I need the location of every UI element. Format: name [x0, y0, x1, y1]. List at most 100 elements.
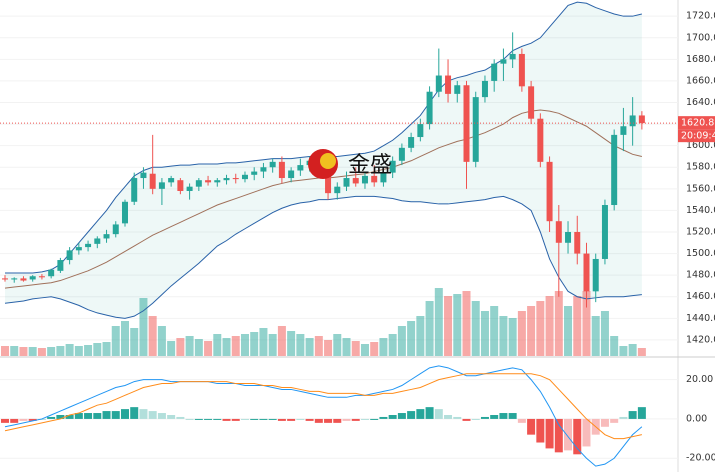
volume-bar [517, 311, 526, 356]
volume-bar [222, 338, 231, 356]
volume-bar [600, 311, 609, 356]
candle-body [66, 250, 73, 261]
volume-bar [342, 338, 351, 356]
candle-body [232, 178, 239, 180]
macd-hist [305, 418, 314, 421]
macd-hist [490, 415, 499, 419]
logo-inner [320, 153, 336, 169]
candle-body [565, 231, 572, 243]
volume-bar [619, 346, 628, 356]
volume-bar [490, 306, 499, 356]
macd-hist [314, 418, 323, 423]
macd-hist [222, 418, 231, 421]
y-tick-label: 1680.00 [686, 54, 715, 65]
volume-bar [628, 344, 637, 356]
candle-body [334, 186, 341, 194]
volume-bar [610, 336, 619, 356]
volume-bar [167, 341, 176, 356]
volume-bar [314, 336, 323, 356]
candle-body [518, 53, 525, 87]
volume-bar [637, 348, 646, 356]
macd-hist [111, 411, 120, 419]
candle-body [380, 172, 387, 183]
volume-bar [111, 326, 120, 356]
time-label: 20:09:49 [681, 131, 715, 142]
volume-bar [93, 343, 102, 356]
macd-hist [462, 418, 471, 421]
volume-bar [536, 301, 545, 356]
volume-bar [37, 348, 46, 356]
macd-hist [1, 418, 9, 423]
candle-body [500, 59, 507, 64]
macd-hist [351, 418, 360, 421]
volume-bar [324, 340, 333, 356]
volume-bar [582, 291, 591, 356]
candle-body [528, 86, 535, 119]
candle-body [638, 115, 645, 124]
candle-body [611, 134, 618, 206]
candle-body [398, 147, 405, 161]
candle-body [186, 186, 193, 191]
y-tick-label: 1660.00 [686, 75, 715, 86]
macd-hist [10, 418, 19, 423]
candle-body [112, 224, 119, 235]
macd-hist [277, 418, 286, 421]
candle-body [361, 175, 368, 184]
macd-hist [120, 409, 129, 419]
candle-body [288, 170, 295, 179]
candle-body [509, 53, 516, 60]
macd-hist [600, 418, 609, 427]
volume-bar [444, 296, 453, 356]
macd-hist [619, 416, 628, 419]
candle-body [546, 161, 553, 222]
y-tick-label: 1420.00 [686, 334, 715, 345]
volume-bar [47, 347, 56, 356]
macd-hist [296, 418, 305, 420]
y-tick-label: 1500.00 [686, 248, 715, 259]
macd-hist [480, 416, 489, 419]
y-tick-label: 1440.00 [686, 313, 715, 324]
macd-hist [47, 416, 56, 419]
macd-hist [536, 418, 545, 443]
volume-bar [407, 321, 416, 356]
macd-hist [508, 413, 517, 419]
candle-body [325, 167, 332, 194]
candle-body [343, 178, 350, 187]
last-price-label: 1620.87 [681, 118, 715, 129]
candle-body [94, 238, 101, 244]
volume-bar [102, 342, 111, 356]
macd-hist [425, 407, 434, 419]
volume-bar [213, 334, 222, 356]
candle-body [38, 276, 45, 278]
volume-bar [185, 336, 194, 356]
volume-bar [65, 344, 74, 356]
candle-body [57, 260, 64, 271]
volume-bar [471, 301, 480, 356]
candle-body [491, 63, 498, 81]
volume-bar [287, 331, 296, 356]
macd-hist [84, 413, 93, 419]
macd-hist [545, 418, 554, 449]
macd-hist [74, 413, 83, 419]
candle-body [371, 175, 378, 183]
last-price-box [678, 116, 715, 130]
macd-hist [564, 418, 573, 451]
macd-hist [434, 409, 443, 419]
macd-hist [370, 418, 379, 420]
y-tick-label: 1700.00 [686, 32, 715, 43]
volume-bar [240, 334, 249, 356]
volume-bar [388, 334, 397, 356]
y-tick-label: 1640.00 [686, 97, 715, 108]
macd-hist [157, 413, 166, 419]
volume-bar [545, 296, 554, 356]
candle-body [629, 115, 636, 127]
volume-bar [508, 318, 517, 356]
macd-hist [102, 411, 111, 419]
candle-body [269, 161, 276, 168]
volume-bar [379, 338, 388, 356]
volume-bar [434, 288, 443, 356]
y-tick-label: 1480.00 [686, 270, 715, 281]
volume-bar [74, 346, 83, 356]
volume-bar [573, 296, 582, 356]
candle-body [48, 269, 55, 277]
